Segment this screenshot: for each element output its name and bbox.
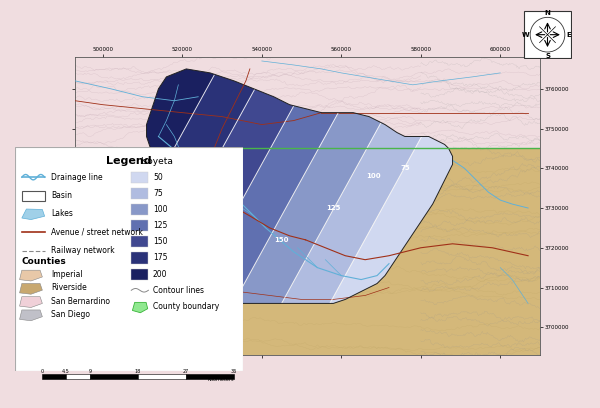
Text: 125: 125: [153, 221, 167, 230]
Text: Railway network: Railway network: [52, 246, 115, 255]
FancyBboxPatch shape: [131, 188, 148, 199]
Text: 75: 75: [153, 189, 163, 198]
Polygon shape: [281, 122, 422, 304]
Text: 150: 150: [274, 237, 289, 243]
Text: Avenue / street network: Avenue / street network: [52, 228, 143, 237]
Text: Legend: Legend: [106, 156, 152, 166]
Polygon shape: [161, 89, 294, 292]
Polygon shape: [146, 69, 215, 197]
Polygon shape: [233, 113, 381, 304]
Text: Basin: Basin: [52, 191, 73, 200]
Text: Drainage line: Drainage line: [52, 173, 103, 182]
Polygon shape: [191, 106, 338, 304]
FancyBboxPatch shape: [131, 252, 148, 264]
Text: W: W: [522, 32, 530, 38]
Text: Riverside: Riverside: [52, 284, 87, 293]
Text: 36: 36: [231, 369, 237, 374]
Text: 125: 125: [326, 205, 341, 211]
Text: 75: 75: [400, 165, 410, 171]
FancyBboxPatch shape: [15, 147, 243, 371]
Text: S: S: [545, 53, 550, 59]
Text: 27: 27: [183, 369, 189, 374]
Text: N: N: [545, 10, 550, 16]
Text: Isoyeta: Isoyeta: [140, 157, 173, 166]
Polygon shape: [20, 310, 43, 321]
Text: 18: 18: [135, 369, 141, 374]
Text: County boundary: County boundary: [153, 302, 219, 311]
FancyBboxPatch shape: [131, 171, 148, 183]
Text: E: E: [566, 32, 571, 38]
Text: San Bernardino: San Bernardino: [52, 297, 110, 306]
Text: Kilometers: Kilometers: [208, 377, 234, 382]
FancyBboxPatch shape: [131, 204, 148, 215]
Polygon shape: [146, 74, 255, 260]
Text: 100: 100: [153, 205, 167, 214]
Text: 175: 175: [153, 253, 167, 262]
Polygon shape: [133, 302, 148, 313]
Text: 4.5: 4.5: [62, 369, 70, 374]
Text: 200: 200: [153, 270, 167, 279]
FancyBboxPatch shape: [131, 268, 148, 280]
Polygon shape: [20, 284, 43, 294]
Text: Counties: Counties: [22, 257, 67, 266]
Text: 50: 50: [153, 173, 163, 182]
Polygon shape: [20, 270, 43, 281]
Text: Lakes: Lakes: [52, 209, 73, 218]
Polygon shape: [75, 149, 540, 355]
Polygon shape: [20, 297, 43, 308]
Text: 100: 100: [366, 173, 380, 179]
Polygon shape: [75, 57, 540, 149]
FancyBboxPatch shape: [524, 11, 571, 58]
Text: 175: 175: [227, 221, 241, 227]
Text: 9: 9: [89, 369, 91, 374]
Text: 0: 0: [40, 369, 44, 374]
FancyBboxPatch shape: [131, 236, 148, 247]
Text: 150: 150: [153, 237, 167, 246]
Polygon shape: [22, 209, 44, 220]
Text: San Diego: San Diego: [52, 310, 91, 319]
Polygon shape: [330, 137, 452, 304]
Text: Imperial: Imperial: [52, 270, 83, 279]
Text: 200: 200: [183, 173, 197, 179]
FancyBboxPatch shape: [131, 220, 148, 231]
Text: Contour lines: Contour lines: [153, 286, 204, 295]
